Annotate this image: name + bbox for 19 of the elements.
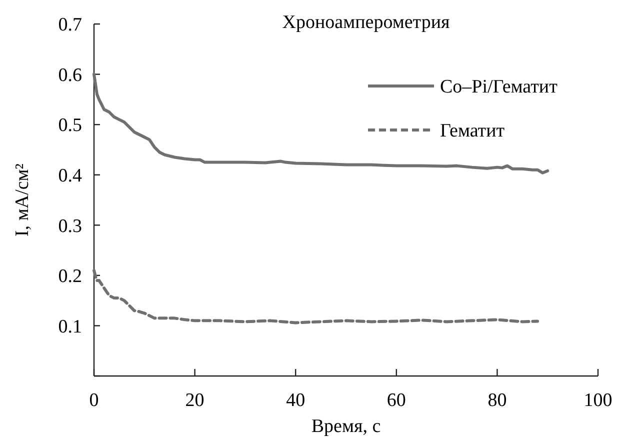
x-tick-label: 80: [488, 390, 507, 411]
y-axis-title: I, мА/см²: [12, 163, 33, 237]
x-tick-label: 40: [286, 390, 306, 411]
y-tick-label: 0.1: [58, 316, 82, 338]
chart-title: Хроноамперометрия: [282, 12, 450, 33]
y-tick-label: 0.5: [58, 115, 82, 136]
x-tick-label: 20: [185, 390, 204, 411]
legend-label: Гематит: [440, 120, 506, 142]
y-tick-label: 0.3: [58, 216, 82, 237]
line-series: [92, 268, 540, 324]
y-tick-label: 0.4: [58, 166, 82, 187]
y-tick-label: 0.6: [58, 64, 82, 86]
y-tick-label: 0.7: [58, 14, 82, 36]
legend-label: Co–Pi/Гематит: [440, 76, 558, 98]
x-tick-label: 60: [386, 390, 406, 411]
x-tick-label: 0: [89, 390, 99, 411]
x-tick-label: 100: [584, 390, 612, 411]
y-tick-label: 0.2: [58, 266, 82, 288]
x-axis-title: Время, с: [311, 416, 381, 437]
